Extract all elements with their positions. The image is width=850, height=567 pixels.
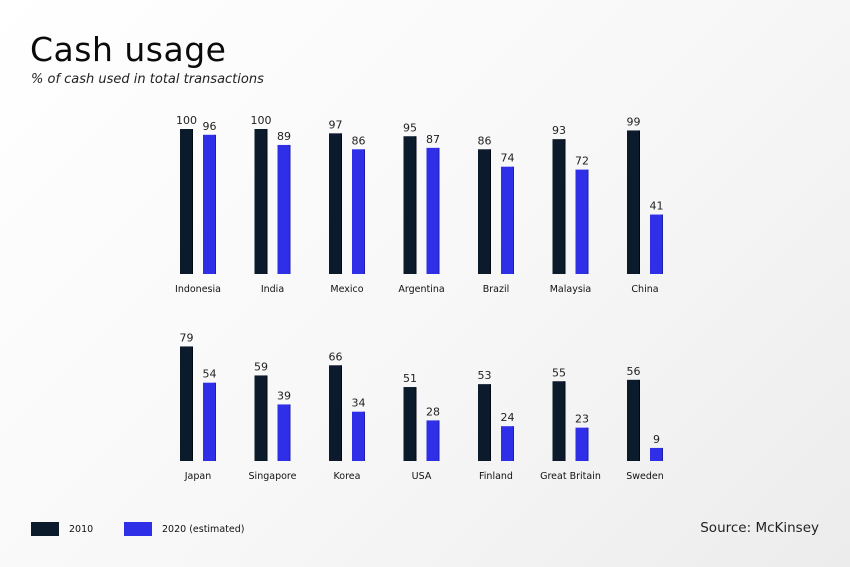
legend-swatch-2010 xyxy=(31,522,59,536)
category-label: USA xyxy=(412,471,432,482)
bar-2010-indonesia xyxy=(180,129,192,274)
legend-item-2020: 2020 (estimated) xyxy=(124,522,244,536)
data-label-2010: 55 xyxy=(552,366,566,379)
bar-2010-japan xyxy=(180,346,192,461)
category-label: Mexico xyxy=(330,284,363,295)
source-note: Source: McKinsey xyxy=(700,520,819,536)
category-label: Brazil xyxy=(483,284,510,295)
data-label-2010: 53 xyxy=(478,369,492,382)
legend-label-2010: 2010 xyxy=(69,523,94,535)
data-label-2020: 28 xyxy=(426,405,440,418)
bar-2010-china xyxy=(627,130,639,274)
data-label-2020: 87 xyxy=(426,133,440,146)
bar-2010-singapore xyxy=(254,375,267,461)
bar-2010-malaysia xyxy=(552,139,565,274)
data-label-2010: 66 xyxy=(329,350,343,363)
legend-swatch-2020 xyxy=(124,522,152,536)
data-label-2020: 89 xyxy=(277,130,291,143)
bar-2020-great-britain xyxy=(575,427,588,461)
data-label-2010: 86 xyxy=(478,134,492,147)
data-label-2020: 72 xyxy=(575,155,589,168)
data-label-2020: 9 xyxy=(653,433,660,446)
category-label: Indonesia xyxy=(175,284,221,295)
data-label-2020: 96 xyxy=(203,120,217,133)
data-label-2020: 24 xyxy=(501,411,515,424)
bar-2020-brazil xyxy=(501,166,513,274)
data-label-2010: 99 xyxy=(627,115,641,128)
chart-title: Cash usage xyxy=(30,30,227,69)
bar-2020-sweden xyxy=(650,447,662,461)
data-label-2020: 54 xyxy=(203,368,217,381)
data-label-2020: 41 xyxy=(650,200,664,213)
data-label-2010: 56 xyxy=(627,365,641,378)
data-label-2010: 100 xyxy=(251,114,272,127)
category-label: Argentina xyxy=(398,284,444,295)
bar-2020-japan xyxy=(203,382,215,461)
data-label-2020: 74 xyxy=(501,152,515,165)
legend-item-2010: 2010 xyxy=(31,522,93,536)
category-label: China xyxy=(631,284,658,295)
bar-2020-finland xyxy=(501,426,513,461)
bar-2020-argentina xyxy=(426,147,439,274)
category-label: Korea xyxy=(334,471,361,482)
bar-2010-india xyxy=(254,129,267,274)
category-label: Great Britain xyxy=(540,471,601,482)
bar-2010-mexico xyxy=(329,133,341,274)
data-label-2010: 59 xyxy=(254,360,268,373)
data-label-2010: 95 xyxy=(403,121,417,134)
bar-2010-argentina xyxy=(403,136,416,274)
chart-subtitle: % of cash used in total transactions xyxy=(31,72,264,87)
bar-2010-finland xyxy=(478,384,490,461)
bar-2010-usa xyxy=(403,387,416,461)
bar-2020-china xyxy=(650,214,662,274)
bar-2020-mexico xyxy=(352,149,364,274)
bar-2020-india xyxy=(277,144,290,274)
data-label-2010: 93 xyxy=(552,124,566,137)
category-label: Malaysia xyxy=(550,284,592,295)
category-label: India xyxy=(261,284,284,295)
bar-2010-korea xyxy=(329,365,341,461)
data-label-2020: 39 xyxy=(277,389,291,402)
data-label-2010: 79 xyxy=(180,331,194,344)
data-label-2010: 100 xyxy=(176,114,197,127)
data-label-2020: 23 xyxy=(575,413,589,426)
bar-2020-singapore xyxy=(277,404,290,461)
bar-2020-usa xyxy=(426,420,439,461)
category-label: Japan xyxy=(184,471,212,482)
legend-label-2020: 2020 (estimated) xyxy=(162,523,245,535)
bar-2010-brazil xyxy=(478,149,490,274)
bar-2020-indonesia xyxy=(203,134,215,274)
bar-2020-korea xyxy=(352,411,364,461)
category-label: Sweden xyxy=(626,471,664,482)
category-label: Finland xyxy=(479,471,513,482)
category-label: Singapore xyxy=(249,471,297,482)
bar-2010-great-britain xyxy=(552,381,565,461)
data-label-2010: 51 xyxy=(403,372,417,385)
data-label-2010: 97 xyxy=(329,118,343,131)
data-label-2020: 34 xyxy=(352,397,366,410)
bar-2020-malaysia xyxy=(575,169,588,274)
bar-2010-sweden xyxy=(627,379,639,461)
data-label-2020: 86 xyxy=(352,134,366,147)
